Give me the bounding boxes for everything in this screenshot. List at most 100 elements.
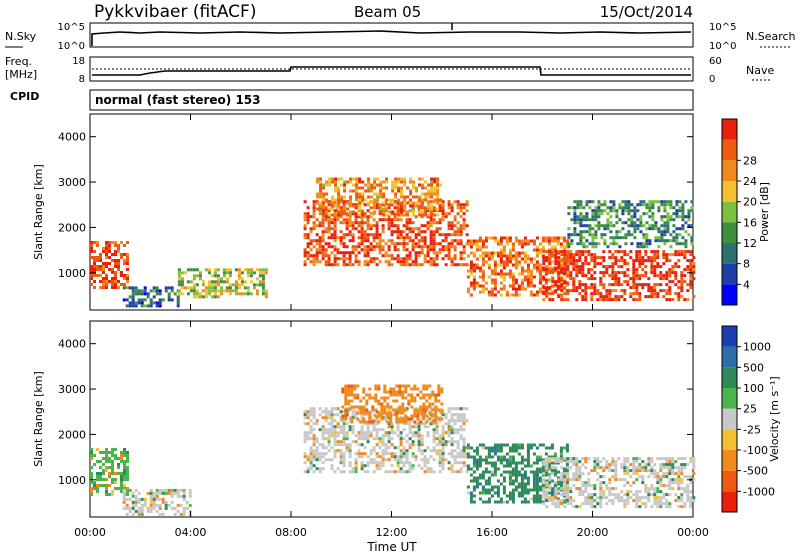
vel-echo-cell [312, 416, 316, 420]
power-echo-cell [517, 239, 521, 243]
power-echo-cell [373, 198, 377, 202]
power-echo-cell [105, 253, 108, 256]
power-echo-cell [493, 236, 497, 240]
power-echo-cell [493, 263, 497, 267]
power-echo-cell [578, 256, 582, 260]
vel-echo-cell [390, 428, 394, 432]
power-echo-cell [529, 275, 533, 279]
vel-echo-cell [662, 493, 666, 497]
vel-echo-cell [324, 416, 328, 420]
power-echo-cell [207, 283, 211, 287]
vel-echo-cell [399, 470, 403, 474]
vel-echo-cell [414, 431, 418, 435]
power-echo-cell [578, 280, 582, 284]
power-echo-cell [315, 233, 319, 237]
power-echo-cell [475, 245, 479, 249]
power-echo-cell [545, 250, 549, 254]
power-echo-cell [573, 233, 577, 237]
power-echo-cell [579, 203, 583, 207]
power-echo-cell [669, 233, 673, 237]
vel-echo-cell [469, 446, 473, 450]
vel-echo-cell [653, 469, 657, 473]
vel-echo-cell [689, 490, 693, 494]
power-echo-cell [351, 263, 355, 267]
power-echo-cell [647, 295, 651, 299]
power-echo-cell [370, 201, 374, 205]
power-echo-cell [508, 239, 512, 243]
power-echo-cell [186, 280, 190, 284]
power-echo-cell [327, 209, 331, 213]
vel-echo-cell [120, 475, 123, 478]
vel-echo-cell [475, 476, 479, 480]
vel-echo-cell [380, 411, 384, 415]
power-echo-cell [117, 265, 120, 268]
power-echo-cell [636, 242, 640, 246]
power-echo-cell [126, 241, 129, 244]
power-echo-cell [618, 230, 622, 234]
vel-echo-cell [96, 448, 99, 451]
vel-echo-cell [128, 506, 132, 510]
vel-echo-cell [444, 422, 448, 426]
power-echo-cell [635, 274, 639, 278]
vel-echo-cell [511, 458, 515, 462]
vel-echo-cell [120, 490, 123, 493]
vel-echo-cell [102, 478, 105, 481]
power-echo-cell [333, 221, 337, 225]
power-echo-cell [143, 286, 147, 290]
power-echo-cell [659, 283, 663, 287]
power-echo-cell [632, 259, 636, 263]
vel-echo-cell [432, 449, 436, 453]
power-echo-cell [683, 274, 687, 278]
vel-echo-cell [447, 452, 451, 456]
power-echo-cell [201, 289, 205, 293]
power-echo-cell [345, 233, 349, 237]
vel-echo-cell [629, 469, 633, 473]
power-echo-cell [556, 269, 560, 273]
vel-echo-cell [462, 419, 466, 423]
power-echo-cell [397, 186, 401, 190]
vel-echo-cell [137, 512, 141, 516]
power-echo-cell [675, 215, 679, 219]
power-echo-cell [615, 212, 619, 216]
power-echo-cell [642, 224, 646, 228]
vel-echo-cell [417, 425, 421, 429]
vel-echo-cell [575, 466, 579, 470]
vel-echo-cell [623, 466, 627, 470]
power-echo-cell [686, 289, 690, 293]
vel-echo-cell [456, 470, 460, 474]
power-echo-cell [508, 257, 512, 261]
power-echo-cell [560, 277, 564, 281]
vel-echo-cell [535, 470, 539, 474]
power-echo-cell [405, 248, 409, 252]
vel-echo-cell [176, 488, 180, 492]
vel-echo-cell [321, 425, 325, 429]
vel-echo-cell [188, 491, 192, 495]
power-echo-cell [632, 292, 636, 296]
power-echo-cell [581, 265, 585, 269]
vel-echo-cell [514, 488, 518, 492]
power-echo-cell [593, 277, 597, 281]
vel-echo-cell [469, 455, 473, 459]
vel-echo-cell [344, 390, 348, 394]
power-echo-cell [535, 236, 539, 240]
vel-echo-cell [303, 431, 307, 435]
vel-colorbar-swatch [722, 408, 737, 430]
power-echo-cell [360, 218, 364, 222]
power-echo-cell [490, 293, 494, 297]
power-echo-cell [339, 230, 343, 234]
power-echo-cell [575, 289, 579, 293]
vel-echo-cell [677, 505, 681, 509]
power-echo-cell [648, 206, 652, 210]
power-echo-cell [328, 180, 332, 184]
vel-echo-cell [123, 469, 126, 472]
power-echo-cell [538, 290, 542, 294]
power-echo-cell [327, 260, 331, 264]
vel-echo-cell [493, 461, 497, 465]
power-echo-cell [390, 263, 394, 267]
power-echo-cell [351, 251, 355, 255]
power-echo-cell [117, 268, 120, 271]
power-echo-cell [484, 239, 488, 243]
vel-echo-cell [366, 464, 370, 468]
vel-echo-cell [563, 478, 567, 482]
vel-echo-cell [114, 457, 117, 460]
